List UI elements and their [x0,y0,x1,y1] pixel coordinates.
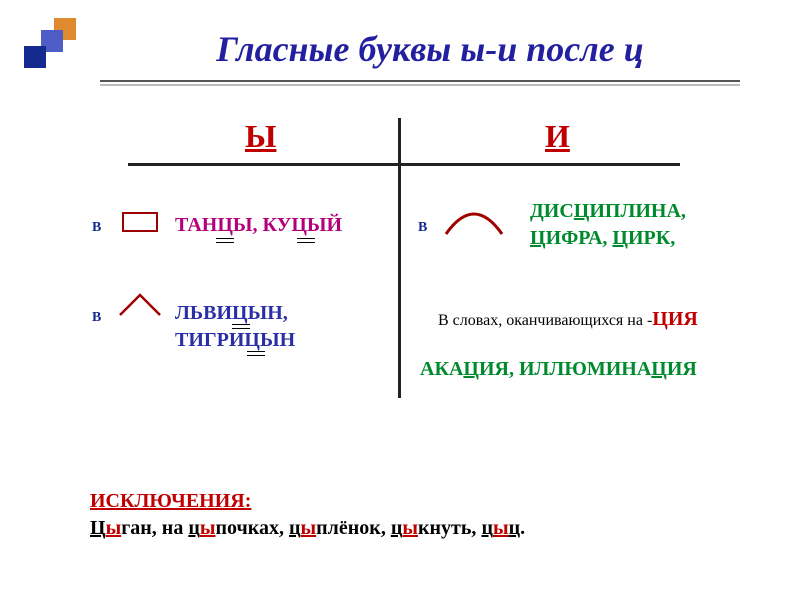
exc-seg: почках, [215,517,289,539]
left-row2-a: ЛЬВИ [175,302,232,324]
left-row1-u1: Ц [217,214,233,236]
left-row2-d: ЫН [260,329,295,351]
right-row2-suffix: ЦИЯ [652,308,698,330]
dul-2 [297,238,315,244]
right-row1-u3: Ц [612,227,628,249]
exc-seg: ы [200,517,216,539]
exc-seg: ы [301,517,317,539]
right-row1-u2: Ц [530,227,546,249]
right-row1-c: ИФРА, [546,227,613,249]
right-row1-b: ИПЛИНА, [589,200,686,222]
right-row1-a: ДИС [530,200,574,222]
dul-3 [232,324,250,330]
exc-seg: . [520,517,525,539]
deco-squares [24,18,94,88]
exc-seg: ы [106,517,122,539]
right-row1-u1: Ц [574,200,590,222]
right-row2-intro: В словах, оканчивающихся на - [438,312,652,329]
table-vline [398,118,401,398]
exceptions-list: Цыган, на цыпочках, цыплёнок, цыкнуть, ц… [90,517,525,540]
left-row2-b: ЫН, [248,302,288,324]
exc-seg: кнуть, [418,517,481,539]
col-head-right: И [545,118,570,155]
exc-seg: ц [391,517,403,539]
deco-sq-3 [24,46,46,68]
left-row2-c: ТИГРИ [175,329,244,351]
exceptions-block: ИСКЛЮЧЕНИЯ: Цыган, на цыпочках, цыплёнок… [90,490,525,540]
left-row1-a: ТАН [175,214,217,236]
right-row1: ДИСЦИПЛИНА, ЦИФРА, ЦИРК, [530,198,686,252]
exc-seg: ы [493,517,509,539]
col-head-left: Ы [245,118,276,155]
left-row1-u2: Ц [291,214,307,236]
ending-box-icon [122,212,158,232]
page-title: Гласные буквы ы-и после ц [100,28,760,70]
right-row3-c: ИЯ [667,358,697,380]
dul-4 [247,351,265,357]
root-arc-icon [442,204,506,243]
title-underline [100,78,740,86]
exc-seg: Ц [90,517,106,539]
exc-seg: ц [481,517,493,539]
row-label-right-1: В [418,220,427,236]
left-row2-u3: Ц [232,302,248,324]
right-row3: АКАЦИЯ, ИЛЛЮМИНАЦИЯ [420,358,697,381]
row-label-left-2: В [92,310,101,326]
exc-seg: ц [509,517,521,539]
right-row3-b: ИЯ, ИЛЛЮМИНА [479,358,651,380]
exc-seg: ц [188,517,200,539]
exc-seg: ы [402,517,418,539]
right-row3-u5: Ц [651,358,667,380]
exceptions-title: ИСКЛЮЧЕНИЯ: [90,490,525,513]
exc-seg: ц [289,517,301,539]
left-row2-u4: Ц [244,329,260,351]
left-row1: ТАНЦЫ, КУЦЫЙ [175,214,342,237]
table-hline [128,163,680,166]
right-row1-d: ИРК, [628,227,675,249]
exc-seg: ган, на [121,517,188,539]
right-row3-u4: Ц [463,358,479,380]
suffix-caret-icon [115,290,165,325]
left-row1-c: ЫЙ [307,214,342,236]
right-row2: В словах, оканчивающихся на -ЦИЯ [438,308,698,331]
dul-1 [216,238,234,244]
left-row1-b: Ы, КУ [233,214,291,236]
row-label-left-1: В [92,220,101,236]
right-row3-a: АКА [420,358,463,380]
exc-seg: плёнок, [316,517,391,539]
